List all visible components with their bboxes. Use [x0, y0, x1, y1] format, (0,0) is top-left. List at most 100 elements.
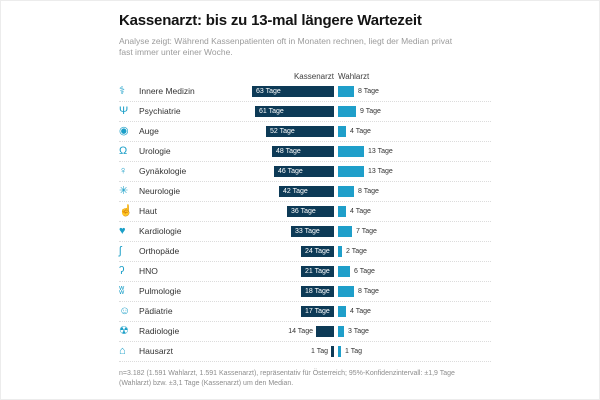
kassenarzt-value-label: 24 Tage [305, 247, 330, 255]
kassenarzt-value-label: 36 Tage [291, 207, 316, 215]
wahlarzt-bar-zone: 4 Tage [338, 205, 491, 217]
radiology-icon: ☢ [119, 324, 129, 337]
wahlarzt-value-label: 1 Tag [345, 347, 362, 355]
kassenarzt-bar: 36 Tage [287, 205, 334, 217]
gynecology-icon: ♀ [119, 164, 128, 177]
specialty-row: ◉ Auge 52 Tage 4 Tage [119, 122, 491, 142]
specialty-label: Gynäkologie [139, 166, 187, 177]
neuron-icon: ✳ [119, 184, 129, 197]
specialty-row: ☺ Pädiatrie 17 Tage 4 Tage [119, 302, 491, 322]
chart-rows: ⚕ Innere Medizin 63 Tage 8 Tage Ψ Psychiatrie… [119, 82, 491, 362]
kassenarzt-value-label: 21 Tage [305, 267, 330, 275]
kassenarzt-bar-zone: 46 Tage [209, 165, 334, 177]
wahlarzt-bar [338, 285, 354, 297]
wahlarzt-value-label: 8 Tage [358, 287, 379, 295]
specialty-label: Hausarzt [139, 346, 174, 357]
kassenarzt-bar: 33 Tage [291, 225, 334, 237]
specialty-label: Urologie [139, 146, 171, 157]
kassenarzt-bar: 61 Tage [255, 105, 334, 117]
kassenarzt-value-label: 61 Tage [259, 107, 284, 115]
kassenarzt-value-label: 42 Tage [283, 187, 308, 195]
kassenarzt-bar: 46 Tage [274, 165, 334, 177]
wahlarzt-value-label: 8 Tage [358, 87, 379, 95]
psyche-icon: Ψ [119, 104, 129, 117]
kassenarzt-value-label: 48 Tage [276, 147, 301, 155]
wahlarzt-bar-zone: 7 Tage [338, 225, 491, 237]
kassenarzt-bar-zone: 52 Tage [209, 125, 334, 137]
subtitle: Analyse zeigt: Während Kassenpatienten o… [119, 36, 453, 58]
kassenarzt-bar-zone: 42 Tage [209, 185, 334, 197]
specialty-label: Radiologie [139, 326, 180, 337]
wahlarzt-bar-zone: 8 Tage [338, 185, 491, 197]
kassenarzt-value-label: 14 Tage [288, 327, 313, 335]
wahlarzt-bar-zone: 13 Tage [338, 145, 491, 157]
specialty-row: Ψ Psychiatrie 61 Tage 9 Tage [119, 102, 491, 122]
kassenarzt-bar: 24 Tage [301, 245, 334, 257]
wahlarzt-bar [338, 85, 354, 97]
wahlarzt-value-label: 9 Tage [360, 107, 381, 115]
kassenarzt-bar: 52 Tage [266, 125, 334, 137]
wahlarzt-value-label: 13 Tage [368, 167, 393, 175]
kassenarzt-bar-zone: 61 Tage [209, 105, 334, 117]
wahlarzt-bar [338, 265, 350, 277]
wahlarzt-bar-zone: 3 Tage [338, 325, 491, 337]
kassenarzt-bar-zone: 17 Tage [209, 305, 334, 317]
specialty-label: HNO [139, 266, 158, 277]
wahlarzt-bar-zone: 6 Tage [338, 265, 491, 277]
column-header-kassenarzt: Kassenarzt [293, 71, 334, 81]
wahlarzt-bar [338, 165, 364, 177]
kassenarzt-value-label: 63 Tage [256, 87, 281, 95]
specialty-row: ʃ Orthopäde 24 Tage 2 Tage [119, 242, 491, 262]
kassenarzt-value-label: 18 Tage [305, 287, 330, 295]
kassenarzt-value-label: 1 Tag [311, 347, 328, 355]
wahlarzt-value-label: 4 Tage [350, 307, 371, 315]
kassenarzt-bar: 42 Tage [279, 185, 334, 197]
wahlarzt-bar-zone: 8 Tage [338, 285, 491, 297]
specialty-row: Ω Urologie 48 Tage 13 Tage [119, 142, 491, 162]
wahlarzt-value-label: 4 Tage [350, 127, 371, 135]
wahlarzt-bar [338, 205, 346, 217]
specialty-row: ♀ Gynäkologie 46 Tage 13 Tage [119, 162, 491, 182]
specialty-row: ☢ Radiologie 14 Tage 3 Tage [119, 322, 491, 342]
specialty-row: ♥ Kardiologie 33 Tage 7 Tage [119, 222, 491, 242]
wahlarzt-value-label: 2 Tage [346, 247, 367, 255]
kassenarzt-bar-zone: 14 Tage [209, 325, 334, 337]
specialty-label: Pädiatrie [139, 306, 173, 317]
brand-link[interactable]: krankenversichern.at [366, 398, 487, 399]
kassenarzt-value-label: 17 Tage [305, 307, 330, 315]
kassenarzt-bar-zone: 33 Tage [209, 225, 334, 237]
wahlarzt-bar-zone: 4 Tage [338, 125, 491, 137]
wahlarzt-value-label: 6 Tage [354, 267, 375, 275]
kassenarzt-bar: 63 Tage [252, 85, 334, 97]
kassenarzt-value-label: 33 Tage [295, 227, 320, 235]
column-headers: Kassenarzt Wahlarzt [119, 68, 491, 81]
wahlarzt-bar [338, 185, 354, 197]
lungs-icon: ʬ [119, 284, 125, 297]
ear-icon: ʔ [119, 264, 125, 277]
specialty-row: ☝ Haut 36 Tage 4 Tage [119, 202, 491, 222]
heart-icon: ♥ [119, 224, 126, 237]
kassenarzt-bar: 17 Tage [301, 305, 334, 317]
specialty-label: Kardiologie [139, 226, 182, 237]
wahlarzt-bar [338, 325, 344, 337]
wahlarzt-bar-zone: 2 Tage [338, 245, 491, 257]
wahlarzt-bar-zone: 4 Tage [338, 305, 491, 317]
wahlarzt-bar-zone: 13 Tage [338, 165, 491, 177]
house-doctor-icon: ⌂ [119, 344, 126, 357]
wahlarzt-value-label: 7 Tage [356, 227, 377, 235]
wahlarzt-bar [338, 145, 364, 157]
specialty-label: Innere Medizin [139, 86, 195, 97]
kassenarzt-bar [316, 325, 334, 337]
wahlarzt-bar [338, 345, 341, 357]
footnote: n=3.182 (1.591 Wahlarzt, 1.591 Kassenarz… [119, 369, 455, 388]
wahlarzt-value-label: 3 Tage [348, 327, 369, 335]
specialty-row: ʔ HNO 21 Tage 6 Tage [119, 262, 491, 282]
wahlarzt-value-label: 8 Tage [358, 187, 379, 195]
hand-icon: ☝ [119, 204, 133, 217]
bone-icon: ʃ [119, 244, 122, 257]
waiting-time-chart: Kassenarzt Wahlarzt ⚕ Innere Medizin 63 Ta… [119, 68, 491, 362]
kassenarzt-bar [331, 345, 334, 357]
kassenarzt-value-label: 46 Tage [278, 167, 303, 175]
specialty-label: Auge [139, 126, 159, 137]
